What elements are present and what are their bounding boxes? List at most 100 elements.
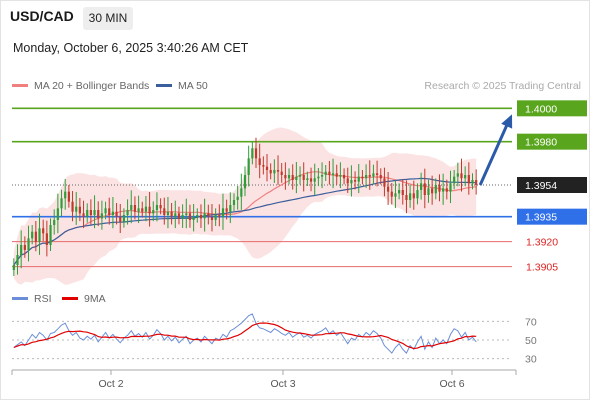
candle-body <box>16 255 18 265</box>
candle-body <box>126 210 128 215</box>
candle-body <box>317 177 319 179</box>
candle-body <box>86 210 88 217</box>
candle-body <box>259 158 261 165</box>
candle-body <box>339 175 341 177</box>
candle-body <box>75 207 77 212</box>
candle-body <box>394 193 396 196</box>
candle-body <box>112 212 114 215</box>
candle-body <box>284 175 286 178</box>
candle-body <box>372 173 374 176</box>
candle-body <box>310 178 312 181</box>
candle-body <box>435 185 437 193</box>
candle-body <box>174 213 176 216</box>
candle-body <box>141 208 143 211</box>
candle-body <box>409 193 411 200</box>
candle-body <box>97 210 99 218</box>
candle-body <box>277 170 279 172</box>
candle-body <box>398 190 400 193</box>
candle-body <box>171 212 173 217</box>
candle-body <box>347 178 349 183</box>
candle-body <box>332 173 334 175</box>
candle-body <box>156 205 158 210</box>
x-tick-label-0: Oct 2 <box>98 378 123 390</box>
candle-body <box>295 177 297 180</box>
candle-body <box>416 190 418 198</box>
candle-body <box>182 215 184 218</box>
candle-body <box>457 173 459 176</box>
candle-body <box>82 213 84 216</box>
forecast-arrow-shaft <box>480 120 509 185</box>
level-label-5: 1.3905 <box>526 262 558 274</box>
candle-body <box>288 175 290 178</box>
candle-body <box>365 175 367 178</box>
candle-body <box>123 215 125 222</box>
candle-body <box>38 228 40 241</box>
candle-body <box>167 212 169 215</box>
level-label-3: 1.3935 <box>525 212 557 224</box>
candle-body <box>244 175 246 188</box>
candle-body <box>49 225 51 245</box>
candle-body <box>53 220 55 225</box>
candle-body <box>160 205 162 208</box>
x-tick-label-2: Oct 6 <box>439 378 464 390</box>
candle-body <box>427 188 429 195</box>
candle-body <box>233 200 235 205</box>
candle-body <box>134 205 136 212</box>
candle-body <box>27 238 29 250</box>
candle-body <box>148 207 150 214</box>
candle-body <box>255 148 257 158</box>
candle-body <box>262 165 264 167</box>
candle-body <box>68 192 70 202</box>
candle-body <box>273 170 275 173</box>
candle-body <box>270 170 272 173</box>
candle-body <box>387 187 389 192</box>
candle-body <box>471 180 473 183</box>
candle-body <box>130 205 132 210</box>
candle-body <box>204 213 206 218</box>
candle-body <box>137 208 139 211</box>
candle-body <box>292 175 294 180</box>
rsi-line <box>14 314 476 353</box>
candle-body <box>314 178 316 181</box>
candle-body <box>321 175 323 177</box>
candle-body <box>115 212 117 217</box>
candle-body <box>251 148 253 158</box>
candle-body <box>391 192 393 197</box>
candle-body <box>90 210 92 215</box>
candle-body <box>446 188 448 191</box>
candle-body <box>468 175 470 183</box>
candle-body <box>13 265 15 270</box>
candle-body <box>79 207 81 214</box>
candle-body <box>306 178 308 180</box>
candle-body <box>31 232 33 239</box>
candle-body <box>218 215 220 217</box>
candle-body <box>211 217 213 220</box>
candle-body <box>193 217 195 220</box>
rsi-tick-50: 50 <box>525 335 537 347</box>
candle-body <box>358 177 360 182</box>
candle-body <box>101 213 103 218</box>
candle-body <box>35 232 37 242</box>
candle-body <box>325 172 327 175</box>
candle-body <box>413 193 415 198</box>
candle-body <box>350 180 352 183</box>
current-price-label: 1.3954 <box>525 180 557 192</box>
candle-body <box>475 180 477 185</box>
candle-body <box>369 175 371 177</box>
level-label-1: 1.3980 <box>525 137 557 149</box>
candle-body <box>108 208 110 215</box>
candle-body <box>328 172 330 175</box>
candle-body <box>215 215 217 220</box>
level-label-0: 1.4000 <box>525 103 557 115</box>
candle-body <box>222 208 224 216</box>
x-tick-label-1: Oct 3 <box>270 378 295 390</box>
candle-body <box>237 197 239 200</box>
candle-body <box>60 198 62 208</box>
rsi-ma-line <box>14 323 476 349</box>
candle-body <box>93 210 95 215</box>
candle-body <box>163 208 165 215</box>
candle-body <box>376 173 378 175</box>
candle-body <box>46 233 48 245</box>
candle-body <box>464 175 466 178</box>
